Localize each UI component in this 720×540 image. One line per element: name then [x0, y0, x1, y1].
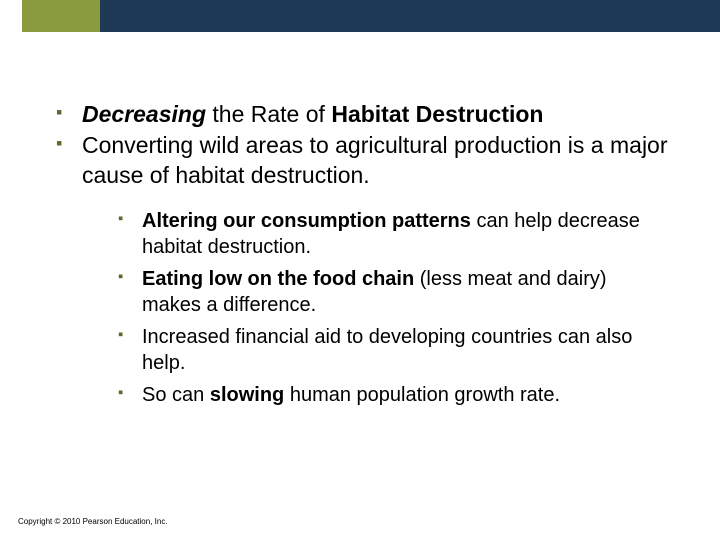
inner-4-pre: So can: [142, 384, 210, 406]
outer-item-2: Converting wild areas to agricultural pr…: [50, 131, 670, 408]
header-accent-bar: [0, 0, 720, 32]
accent-olive: [22, 0, 100, 32]
inner-3-rest: Increased financial aid to developing co…: [142, 326, 632, 374]
inner-item-2: Eating low on the food chain (less meat …: [114, 266, 670, 318]
accent-white: [0, 0, 22, 32]
outer-list: Decreasing the Rate of Habitat Destructi…: [50, 100, 670, 408]
inner-item-1: Altering our consumption patterns can he…: [114, 208, 670, 260]
inner-item-4: So can slowing human population growth r…: [114, 382, 670, 408]
inner-1-lead: Altering our consumption patterns: [142, 210, 471, 232]
slide-content: Decreasing the Rate of Habitat Destructi…: [0, 32, 720, 408]
inner-list: Altering our consumption patterns can he…: [114, 208, 670, 408]
inner-item-3: Increased financial aid to developing co…: [114, 324, 670, 376]
copyright-text: Copyright © 2010 Pearson Education, Inc.: [18, 517, 168, 526]
outer-1-lead: Decreasing: [82, 101, 206, 127]
inner-4-rest: human population growth rate.: [284, 384, 560, 406]
outer-item-1: Decreasing the Rate of Habitat Destructi…: [50, 100, 670, 129]
accent-navy: [100, 0, 720, 32]
outer-2-text: Converting wild areas to agricultural pr…: [82, 132, 668, 187]
inner-4-mid: slowing: [210, 384, 284, 406]
outer-1-tail: Habitat Destruction: [331, 101, 543, 127]
outer-1-mid: the Rate of: [206, 101, 331, 127]
inner-2-lead: Eating low on the food chain: [142, 268, 414, 290]
